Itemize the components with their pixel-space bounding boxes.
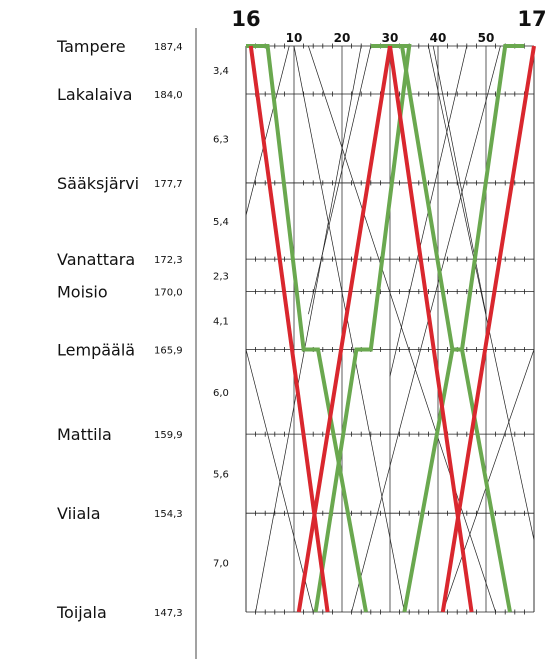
background-train-line <box>428 45 535 541</box>
background-train-line <box>308 45 496 613</box>
green-trains <box>246 44 525 613</box>
station-name: Vanattara <box>57 250 135 269</box>
hour-label: 16 <box>231 7 260 31</box>
station-km: 154,3 <box>154 509 183 520</box>
segment-distance: 6,3 <box>213 134 229 145</box>
red-train-line <box>248 45 330 613</box>
background-train-line <box>308 45 372 315</box>
red-trains <box>248 45 536 613</box>
segment-distance: 6,0 <box>213 388 229 399</box>
green-train-line <box>246 44 368 613</box>
background-train-line <box>351 45 501 613</box>
segment-distance: 7,0 <box>213 559 229 570</box>
segment-distance: 5,6 <box>213 470 229 481</box>
minute-label: 40 <box>430 31 447 45</box>
station-km: 147,3 <box>154 608 183 619</box>
station-km: 170,0 <box>154 288 183 299</box>
segment-distance: 4,1 <box>213 317 229 328</box>
background-train-line <box>245 45 290 216</box>
station-name: Moisio <box>57 283 108 302</box>
minute-label: 50 <box>478 31 495 45</box>
station-name: Lakalaiva <box>57 85 132 104</box>
minute-label: 30 <box>382 31 399 45</box>
green-train-line <box>313 44 412 613</box>
station-name: Viiala <box>57 504 101 523</box>
station-name: Toijala <box>56 603 107 622</box>
red-train-line <box>440 45 536 613</box>
station-km: 172,3 <box>154 255 183 266</box>
station-km: 159,9 <box>154 430 183 441</box>
station-name: Tampere <box>56 37 126 56</box>
station-name: Lempäälä <box>57 340 135 359</box>
minute-label: 20 <box>334 31 351 45</box>
background-train-line <box>293 45 405 613</box>
green-train-line <box>402 44 525 613</box>
station-km: 187,4 <box>154 42 183 53</box>
background-train-line <box>245 349 314 613</box>
station-name: Mattila <box>57 425 112 444</box>
segment-distance: 3,4 <box>213 66 229 77</box>
station-km: 165,9 <box>154 345 183 356</box>
background-train-line <box>442 349 535 613</box>
station-name: Sääksjärvi <box>57 174 139 193</box>
station-km: 177,7 <box>154 179 183 190</box>
background-train-line <box>432 45 487 315</box>
minute-label: 10 <box>286 31 303 45</box>
hour-label: 17 <box>517 7 546 31</box>
red-train-line <box>296 45 392 613</box>
labels: 16 17 10 20 30 40 50 Tampere 187,4 Lakalaiva 184,0… <box>56 7 547 622</box>
segment-distance: 2,3 <box>213 271 229 282</box>
background-train-line <box>255 45 362 613</box>
station-km: 184,0 <box>154 90 183 101</box>
segment-distance: 5,4 <box>213 217 229 228</box>
